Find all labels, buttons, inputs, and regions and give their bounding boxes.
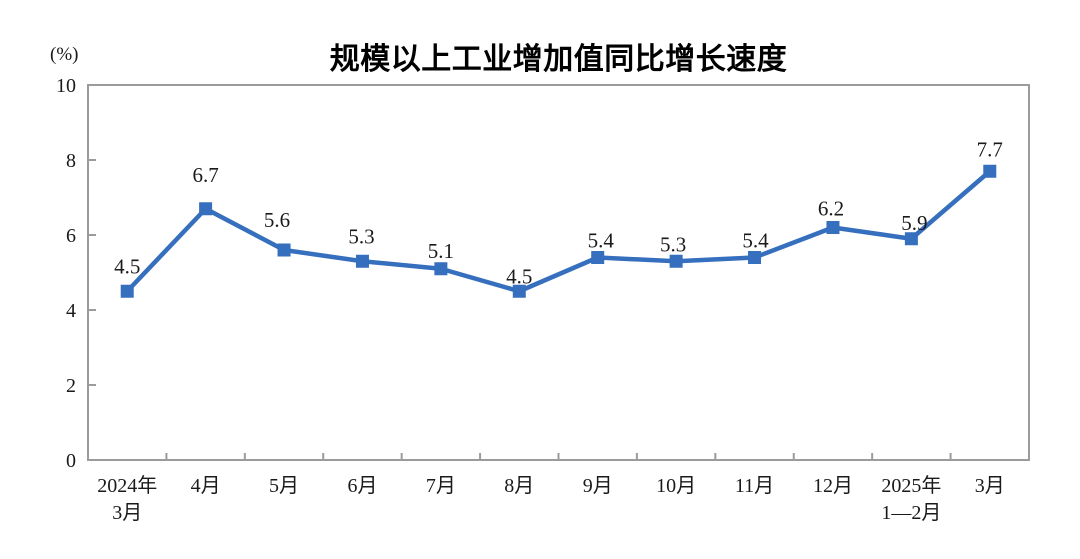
chart-title: 规模以上工业增加值同比增长速度: [329, 43, 788, 76]
y-tick-label: 8: [66, 150, 76, 172]
x-tick-label: 6月: [347, 475, 377, 497]
x-tick-label: 10月: [656, 475, 696, 497]
x-tick-label: 11月: [735, 475, 774, 497]
data-point-marker: [591, 251, 605, 264]
data-point-marker: [120, 284, 134, 298]
x-tick-label: 3月: [975, 475, 1005, 497]
x-tick-label: 1—2月: [881, 502, 941, 524]
data-point-marker: [199, 202, 213, 216]
y-tick-label: 10: [56, 75, 76, 97]
x-tick-label: 2024年: [97, 474, 157, 497]
data-point-marker: [512, 284, 526, 298]
data-point-marker: [748, 251, 762, 264]
series-line: [124, 169, 993, 294]
x-tick-label: 8月: [504, 475, 534, 497]
data-point-label: 5.9: [901, 211, 927, 235]
y-tick-label: 0: [66, 450, 76, 472]
y-tick-label: 4: [66, 300, 76, 322]
data-point-label: 7.7: [977, 137, 1003, 161]
x-tick-label: 9月: [583, 475, 613, 497]
data-point-label: 4.5: [506, 264, 532, 288]
data-point-label: 5.4: [588, 229, 615, 253]
data-point-label: 5.1: [428, 239, 454, 263]
data-point-marker: [983, 164, 997, 178]
x-tick-label: 5月: [269, 475, 299, 497]
x-tick-label: 3月: [112, 502, 142, 524]
y-axis-unit-label: (%): [50, 44, 79, 65]
x-tick-label: 4月: [191, 475, 221, 497]
x-tick-label: 12月: [813, 475, 853, 497]
data-point-label: 5.3: [348, 224, 374, 248]
data-point-label: 5.6: [264, 208, 290, 232]
x-tick-label: 2025年: [881, 474, 941, 497]
data-point-label: 4.5: [114, 254, 140, 278]
data-point-marker: [904, 232, 918, 246]
data-point-marker: [669, 254, 683, 268]
data-point-label: 5.3: [660, 232, 686, 256]
data-point-marker: [355, 254, 369, 268]
data-point-marker: [434, 262, 448, 276]
y-tick-label: 6: [66, 225, 76, 247]
data-point-label: 6.2: [818, 197, 844, 221]
data-point-label: 5.4: [742, 229, 769, 253]
data-point-marker: [277, 243, 291, 257]
data-point-marker: [826, 221, 840, 234]
data-point-label: 6.7: [193, 163, 219, 187]
x-tick-label: 7月: [426, 475, 456, 497]
y-tick-label: 2: [66, 375, 76, 397]
